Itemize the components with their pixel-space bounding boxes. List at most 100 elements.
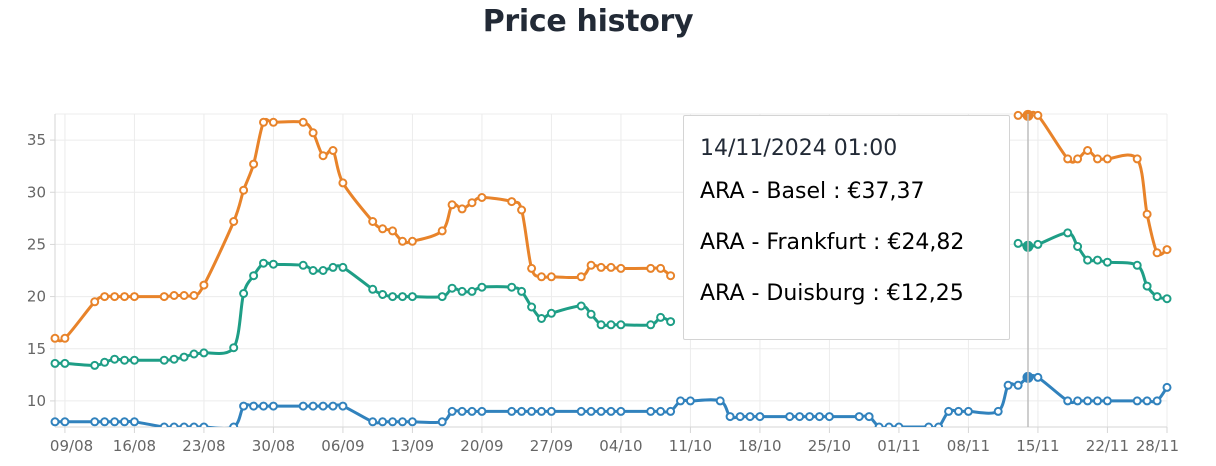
x-tick-label: 23/08 <box>182 437 225 455</box>
data-point <box>318 266 328 275</box>
x-tick-label: 01/11 <box>877 437 920 455</box>
data-point <box>120 292 129 302</box>
data-point <box>616 406 626 416</box>
data-point <box>666 406 676 416</box>
data-point <box>437 292 447 302</box>
data-point <box>398 236 407 246</box>
data-point <box>1162 245 1172 255</box>
data-point <box>656 312 666 322</box>
data-point <box>100 292 110 302</box>
data-point <box>1083 146 1093 155</box>
data-point <box>388 292 398 302</box>
data-point <box>646 320 656 330</box>
data-point <box>576 406 586 416</box>
data-point <box>646 263 656 273</box>
data-point <box>507 282 517 292</box>
data-point <box>1152 248 1162 258</box>
data-point <box>1033 372 1043 382</box>
data-point <box>159 355 169 365</box>
data-point <box>606 262 616 272</box>
y-tick-label: 15 <box>27 340 46 358</box>
x-tick-label: 30/08 <box>252 437 295 455</box>
data-point <box>398 417 407 427</box>
data-point <box>537 272 546 282</box>
data-point <box>586 309 596 319</box>
data-point <box>249 271 259 281</box>
data-point <box>308 266 318 275</box>
data-point <box>1093 255 1102 265</box>
data-point <box>259 401 268 411</box>
data-point <box>268 259 278 269</box>
data-point <box>596 320 606 330</box>
tooltip-row-duisburg: ARA - Duisburg : €12,25 <box>700 281 964 306</box>
data-point <box>179 352 189 362</box>
series-2 <box>50 371 1172 427</box>
data-point <box>388 226 398 236</box>
data-point <box>934 422 944 427</box>
data-point <box>60 417 70 427</box>
series-1 <box>50 228 1172 370</box>
data-point <box>546 308 556 318</box>
y-tick-label: 35 <box>27 131 46 149</box>
data-point <box>1132 154 1142 164</box>
data-point <box>527 263 537 273</box>
data-point <box>120 355 129 365</box>
data-point <box>685 396 695 406</box>
data-point <box>725 412 735 422</box>
data-point <box>159 292 169 302</box>
data-point <box>1073 154 1083 164</box>
x-tick-label: 27/09 <box>530 437 573 455</box>
data-point <box>189 291 199 300</box>
data-point <box>656 406 666 416</box>
data-point <box>993 406 1003 416</box>
data-point <box>328 401 338 411</box>
data-point <box>745 412 755 422</box>
data-point <box>517 205 527 215</box>
series-line <box>1016 110 1169 257</box>
data-point <box>616 263 626 273</box>
data-point <box>328 262 338 272</box>
data-point <box>338 178 348 188</box>
data-point <box>954 406 963 416</box>
data-point <box>259 258 268 268</box>
chart-title: Price history <box>482 4 694 39</box>
data-point <box>864 412 874 422</box>
data-point <box>656 263 666 273</box>
data-point <box>368 217 378 226</box>
data-point <box>378 224 388 234</box>
data-point <box>239 185 249 195</box>
y-tick-label: 30 <box>27 183 46 201</box>
data-point <box>249 401 259 411</box>
data-point <box>517 406 527 416</box>
x-tick-label: 06/09 <box>321 437 364 455</box>
data-point <box>874 422 884 427</box>
data-point <box>596 406 606 416</box>
data-point <box>368 284 378 294</box>
data-point <box>398 292 407 302</box>
axes: 10 15 20 25 30 35 09/08 16/08 23/08 30/08 06/09 13/… <box>27 114 1179 455</box>
data-point <box>1132 396 1142 406</box>
data-point <box>308 128 318 138</box>
x-tick-label: 04/10 <box>599 437 642 455</box>
data-point <box>467 406 477 416</box>
data-point <box>507 406 517 416</box>
data-point <box>715 396 725 406</box>
data-point <box>537 406 546 416</box>
data-point <box>229 217 239 226</box>
data-point <box>1083 255 1093 265</box>
x-tick-label: 22/11 <box>1086 437 1129 455</box>
tooltip-row-frankfurt: ARA - Frankfurt : €24,82 <box>700 230 965 255</box>
data-point <box>1102 154 1112 164</box>
data-point <box>457 406 467 416</box>
data-point <box>120 417 129 427</box>
data-point <box>298 117 308 127</box>
data-point <box>1102 257 1112 267</box>
data-point <box>179 422 189 427</box>
data-point <box>527 302 537 312</box>
data-point <box>110 417 120 427</box>
y-tick-label: 25 <box>27 235 46 253</box>
data-point <box>666 317 676 327</box>
data-point <box>666 271 676 281</box>
data-point <box>1142 396 1152 406</box>
